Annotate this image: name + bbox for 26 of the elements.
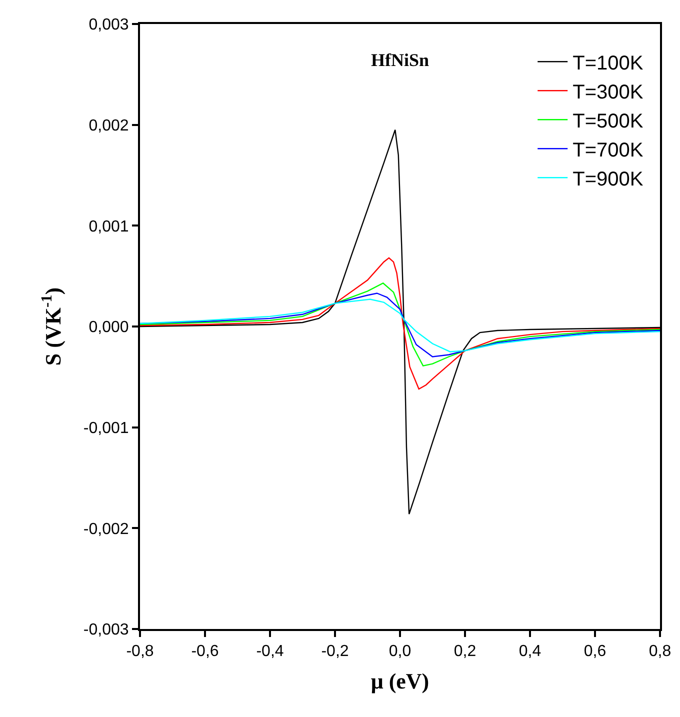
annotation: HfNiSn [371,50,430,70]
y-tick-label: -0,002 [83,520,129,538]
x-tick-label: -0,8 [126,643,154,660]
x-tick-label: -0,2 [321,643,349,660]
x-tick-label: -0,6 [191,643,219,660]
x-axis-title: μ (eV) [370,668,430,694]
legend-label: T=100K [572,52,644,74]
x-tick-label: -0,4 [256,643,284,660]
x-tick-label: 0,6 [584,643,606,660]
y-tick-label: 0,000 [88,319,129,336]
legend-label: T=900K [572,168,644,190]
legend-label: T=500K [572,110,644,132]
line-series [140,257,660,390]
x-tick-label: 0,8 [648,643,672,660]
x-tick-label: 0,4 [518,643,542,660]
x-tick-label: 0,0 [388,643,412,660]
line-series [140,282,660,366]
y-tick-label: -0,003 [83,622,129,639]
legend-label: T=300K [572,81,644,104]
line-series [140,298,660,352]
x-tick-label: 0,2 [454,643,476,660]
y-tick-label: 0,002 [88,117,129,134]
y-tick-label: 0,003 [88,16,129,34]
y-tick-label: 0,001 [88,218,129,236]
y-tick-label: -0,001 [83,420,129,437]
legend-label: T=700K [572,139,644,162]
